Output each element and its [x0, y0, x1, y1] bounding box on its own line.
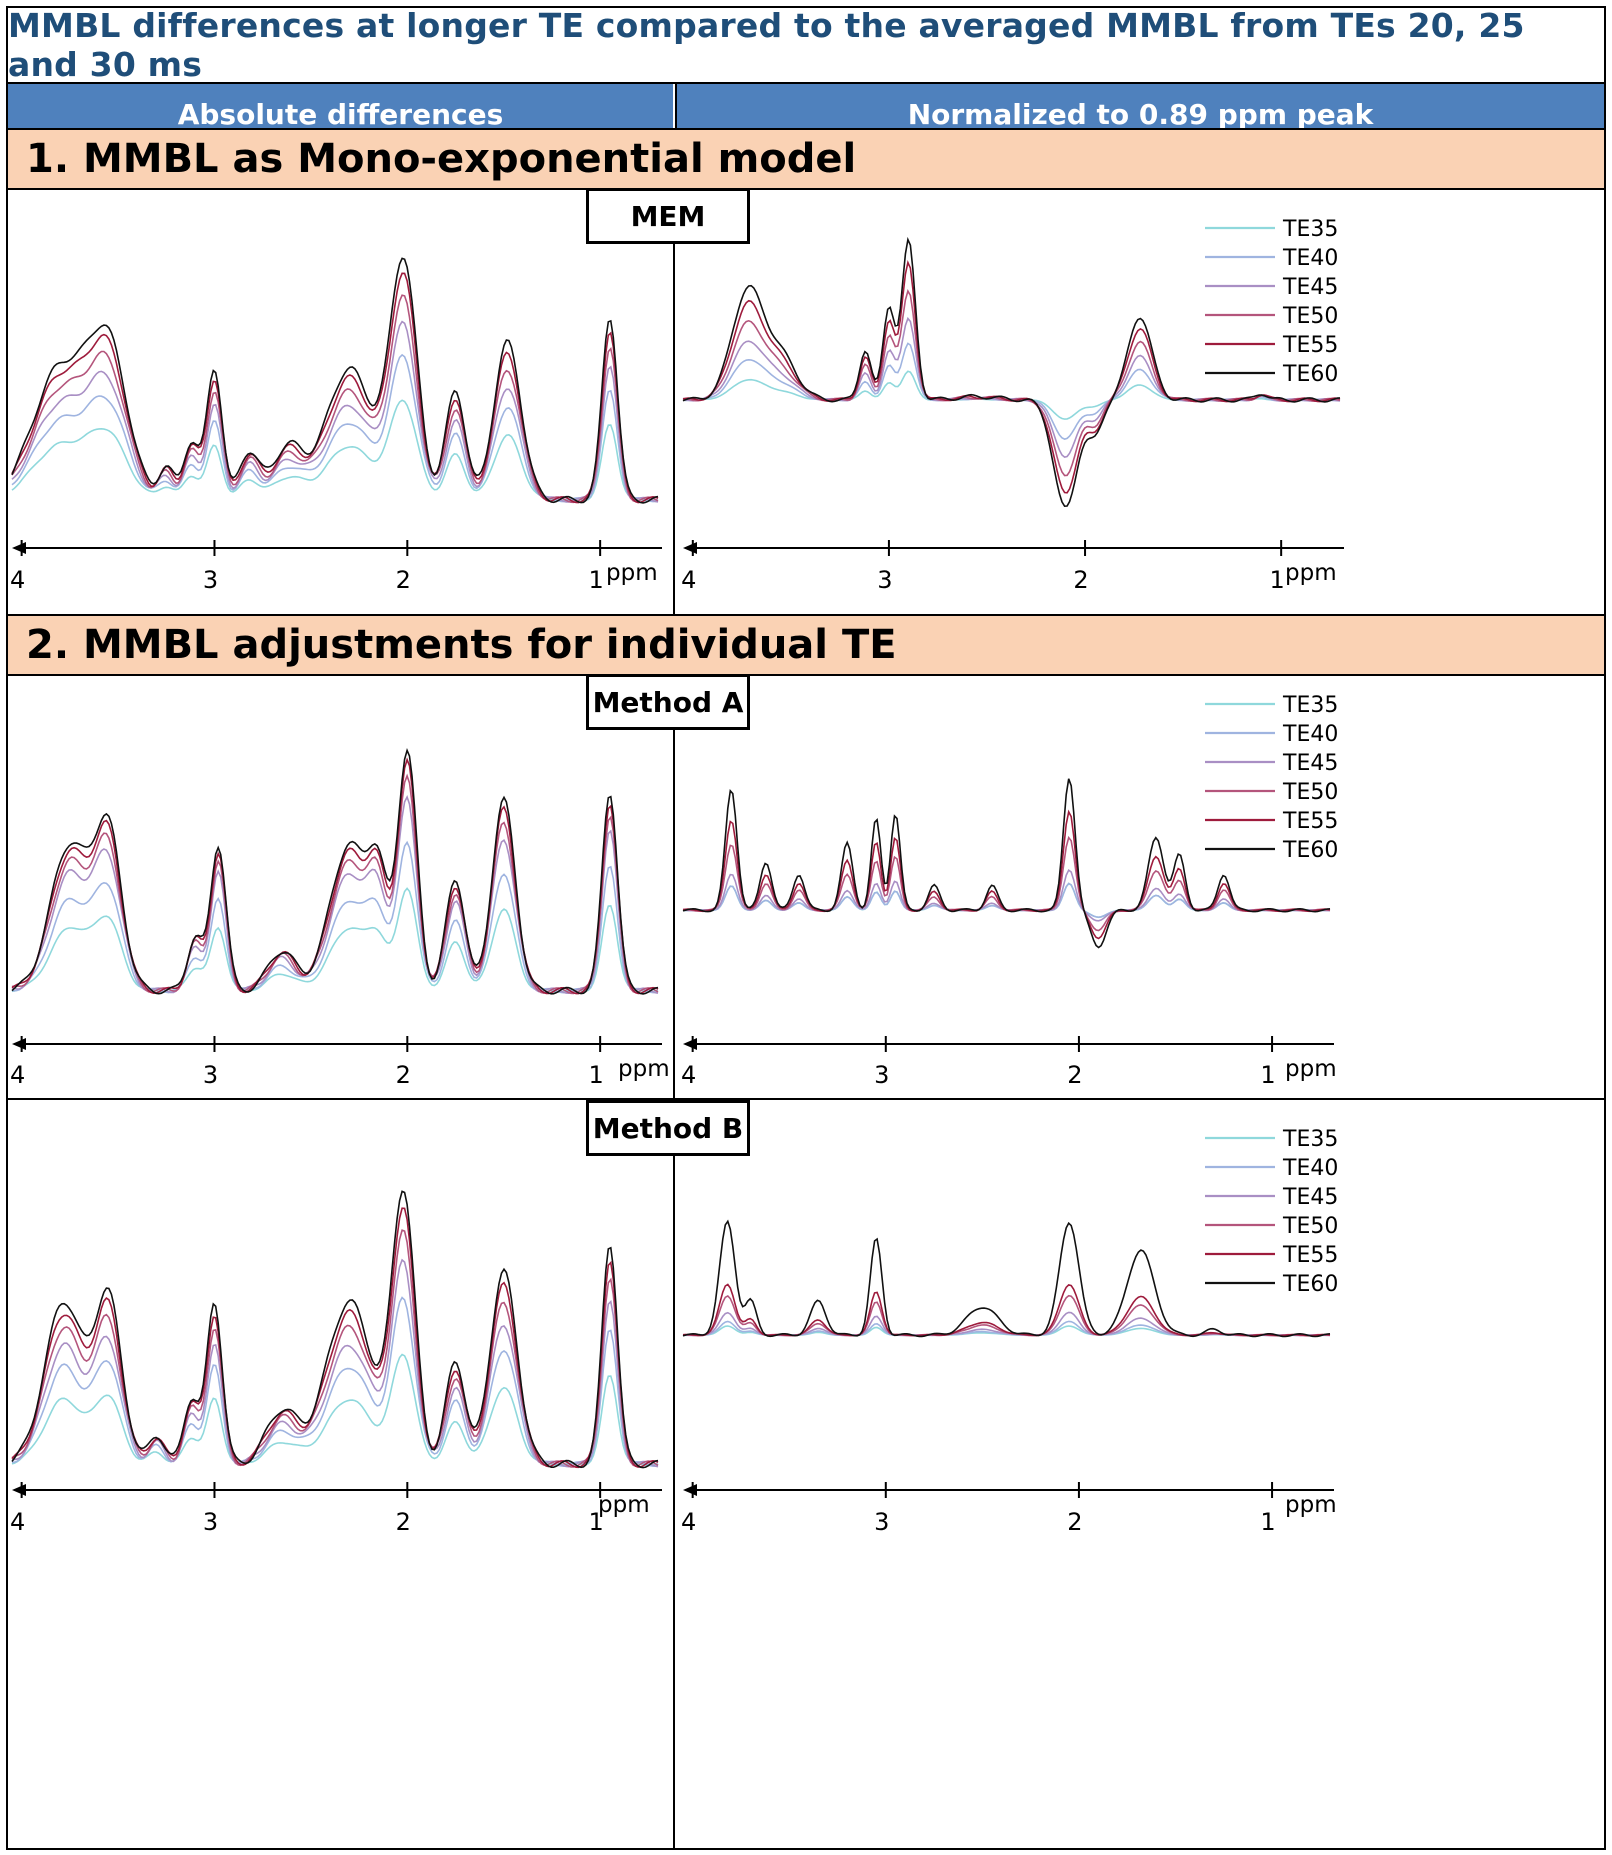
x-tick-label: 2: [1067, 1061, 1082, 1089]
x-tick-label: 4: [681, 1508, 696, 1536]
x-tick-label: 3: [203, 1061, 218, 1089]
legend-label-te60: TE60: [1282, 1272, 1338, 1297]
x-tick-label: 2: [396, 566, 411, 594]
x-tick-label: 4: [681, 566, 696, 594]
x-axis-arrow: [12, 542, 26, 554]
x-axis-arrow: [12, 1484, 26, 1496]
x-tick-label: 1: [1270, 566, 1285, 594]
chart-method-b-normalized: 4 3 2 1 ppm TE35 TE40 TE45 TE50 TE55 TE60: [681, 1127, 1338, 1536]
row-divider: [8, 1098, 1604, 1100]
x-axis-label: ppm: [1285, 560, 1337, 586]
series-line-te35: [11, 1353, 659, 1467]
series-line-te55: [682, 259, 1341, 494]
series-line-te35: [683, 370, 1341, 420]
legend-label-te50: TE50: [1282, 304, 1338, 329]
chart-mem-absolute: 4 3 2 1 ppm: [10, 257, 662, 594]
x-tick-label: 4: [10, 1508, 25, 1536]
x-tick-label: 3: [203, 566, 218, 594]
series-line-te60: [11, 257, 659, 504]
series-line-te45: [682, 868, 1330, 922]
series-line-te45: [11, 320, 659, 503]
x-tick-label: 1: [589, 1061, 604, 1089]
legend-label-te50: TE50: [1282, 780, 1338, 805]
x-tick-label: 3: [874, 1061, 889, 1089]
series-line-te50: [11, 1229, 659, 1468]
chart-method-a-normalized: 4 3 2 1 ppm TE35 TE40 TE45 TE50 TE55 TE60: [681, 693, 1338, 1089]
column-divider-2: [673, 676, 675, 1850]
legend-label-te50: TE50: [1282, 1214, 1338, 1239]
x-tick-label: 2: [396, 1508, 411, 1536]
method-label-b: Method B: [586, 1100, 750, 1156]
series-line-te60: [682, 1219, 1331, 1338]
legend-label-te40: TE40: [1282, 1156, 1338, 1181]
series-line-te55: [11, 272, 659, 504]
x-tick-label: 3: [877, 566, 892, 594]
legend-label-te60: TE60: [1282, 362, 1338, 387]
legend-label-te45: TE45: [1282, 751, 1338, 776]
section-1-header: 1. MMBL as Mono-exponential model: [8, 128, 1604, 190]
series-line-te50: [11, 773, 659, 995]
x-axis-arrow: [683, 542, 697, 554]
series-line-te60: [682, 778, 1331, 949]
x-axis-label: ppm: [1285, 1056, 1337, 1082]
method-label-mem: MEM: [586, 188, 750, 244]
x-tick-label: 3: [874, 1508, 889, 1536]
section-2-header: 2. MMBL adjustments for individual TE: [8, 614, 1604, 676]
series-line-te60: [11, 747, 659, 995]
x-tick-label: 1: [589, 1508, 604, 1536]
legend-label-te55: TE55: [1282, 333, 1338, 358]
x-axis-arrow: [683, 1484, 697, 1496]
series-line-te60: [682, 236, 1341, 508]
x-tick-label: 2: [1067, 1508, 1082, 1536]
x-axis-label: ppm: [618, 1056, 670, 1082]
series-line-te50: [683, 1294, 1331, 1337]
column-divider-1: [673, 190, 675, 614]
series-line-te55: [682, 809, 1331, 940]
x-tick-label: 3: [203, 1508, 218, 1536]
x-axis-label: ppm: [598, 1492, 650, 1518]
series-line-te50: [682, 835, 1331, 932]
legend-label-te35: TE35: [1282, 1127, 1338, 1152]
x-tick-label: 4: [681, 1061, 696, 1089]
x-tick-label: 1: [589, 566, 604, 594]
series-line-te40: [11, 353, 659, 503]
legend-label-te45: TE45: [1282, 275, 1338, 300]
series-line-te45: [682, 316, 1341, 458]
legend-label-te60: TE60: [1282, 838, 1338, 863]
series-line-te55: [11, 1207, 659, 1469]
x-axis-arrow: [683, 1038, 697, 1050]
x-tick-label: 4: [10, 566, 25, 594]
series-line-te45: [11, 794, 659, 995]
legend-label-te55: TE55: [1282, 809, 1338, 834]
x-axis-label: ppm: [1285, 1492, 1337, 1518]
x-tick-label: 2: [1073, 566, 1088, 594]
legend-label-te55: TE55: [1282, 1243, 1338, 1268]
series-line-te50: [682, 288, 1341, 477]
chart-mem-normalized: 4 3 2 1 ppm TE35 TE40 TE45 TE50 TE55 TE60: [681, 217, 1344, 594]
x-tick-label: 1: [1260, 1061, 1275, 1089]
legend-label-te35: TE35: [1282, 693, 1338, 718]
x-axis-label: ppm: [606, 560, 658, 586]
series-line-te50: [11, 294, 659, 504]
legend-label-te45: TE45: [1282, 1185, 1338, 1210]
x-tick-label: 1: [1260, 1508, 1275, 1536]
legend-label-te40: TE40: [1282, 246, 1338, 271]
x-axis-arrow: [12, 1038, 26, 1050]
series-line-te45: [11, 1258, 659, 1468]
legend-label-te40: TE40: [1282, 722, 1338, 747]
x-tick-label: 4: [10, 1061, 25, 1089]
method-label-a: Method A: [586, 674, 750, 730]
chart-method-a-absolute: 4 3 2 1 ppm: [10, 747, 670, 1089]
series-line-te35: [11, 399, 659, 502]
x-tick-label: 2: [396, 1061, 411, 1089]
series-line-te60: [11, 1190, 659, 1469]
figure-frame: MMBL differences at longer TE compared t…: [6, 6, 1606, 1850]
legend-label-te35: TE35: [1282, 217, 1338, 242]
series-line-te40: [11, 1296, 659, 1468]
figure-title: MMBL differences at longer TE compared t…: [8, 6, 1604, 84]
series-line-te55: [11, 757, 659, 995]
